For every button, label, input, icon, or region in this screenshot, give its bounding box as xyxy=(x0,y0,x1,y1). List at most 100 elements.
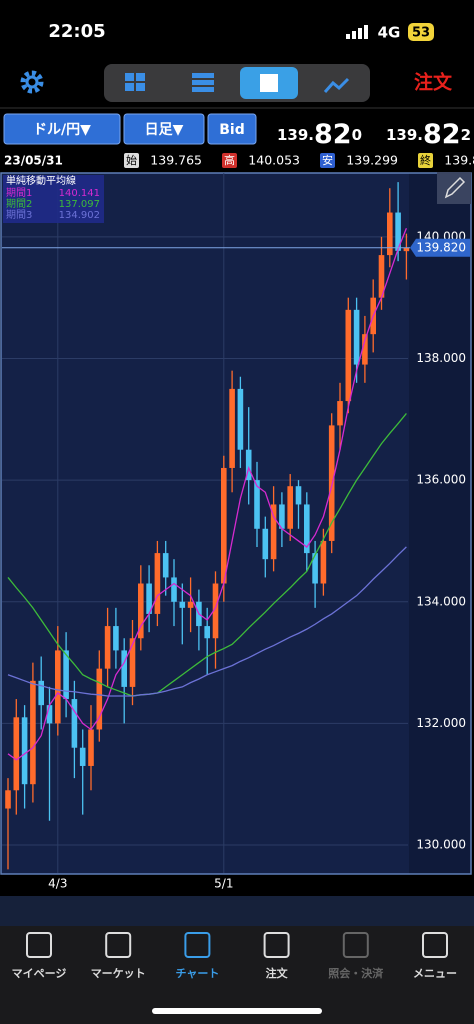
y-tick-label: 130.000 xyxy=(416,838,466,852)
candle-body xyxy=(146,583,152,614)
candle-body xyxy=(362,334,368,365)
candle-body xyxy=(229,388,235,468)
candle-body xyxy=(345,309,352,402)
quote-buy-head: 139.822 xyxy=(386,119,471,150)
y-tick-label: 132.000 xyxy=(416,716,466,730)
quote-post: 2 xyxy=(461,126,471,144)
pen-icon xyxy=(444,176,466,199)
candle-body xyxy=(121,650,127,687)
y-tick-label: 136.000 xyxy=(416,473,466,487)
axis-area xyxy=(409,173,471,874)
candle-body xyxy=(187,601,194,608)
ohlc-tag-bg xyxy=(418,153,433,168)
tab-icon[interactable] xyxy=(105,932,132,958)
chart: 130.000132.000134.000136.000138.000140.0… xyxy=(2,173,470,891)
candle-body xyxy=(171,577,177,602)
candle-body xyxy=(378,255,385,298)
tab-icon[interactable] xyxy=(26,932,52,958)
tab-label[interactable]: メニュー xyxy=(413,967,457,980)
ohlc-tag-bg xyxy=(222,153,237,168)
ohlc-tag-bg xyxy=(320,153,335,168)
candle-body xyxy=(212,583,219,639)
x-tick-label: 4/3 xyxy=(48,877,67,891)
current-price-tag xyxy=(410,238,470,257)
candle-body xyxy=(270,504,277,560)
y-tick-label: 134.000 xyxy=(416,594,466,608)
ohlc-tag: 高 xyxy=(224,153,235,167)
candle-body xyxy=(403,247,410,252)
tab-label[interactable]: チャート xyxy=(175,967,219,980)
legend-title: 単純移動平均線 xyxy=(6,174,76,187)
price-type-label: Bid xyxy=(219,122,245,138)
tab-icon[interactable] xyxy=(422,932,448,958)
tab-bar xyxy=(0,926,474,1024)
quote-pre: 139. xyxy=(277,126,314,144)
candle-body xyxy=(88,729,94,766)
candle-body xyxy=(96,668,103,730)
candle-body xyxy=(237,388,244,450)
pair-button[interactable] xyxy=(3,113,121,145)
candle-body xyxy=(113,626,119,651)
quote-pre: 139. xyxy=(386,126,423,144)
candle-body xyxy=(162,553,169,578)
candle-body xyxy=(71,699,78,748)
order-button[interactable]: 注文 xyxy=(414,71,453,94)
layout-single-icon xyxy=(260,74,278,92)
tab-label[interactable]: マイページ xyxy=(12,967,67,980)
candle-body xyxy=(13,717,20,791)
y-tick-label: 138.000 xyxy=(416,351,466,365)
legend-name: 期間1 xyxy=(6,187,32,199)
quote-big: 82 xyxy=(314,119,352,150)
candle-body xyxy=(312,553,318,584)
candle-body xyxy=(138,583,144,639)
tab-icon[interactable] xyxy=(263,932,290,958)
network: 4G xyxy=(378,24,401,42)
status-time: 22:05 xyxy=(48,21,105,42)
candle-body xyxy=(328,425,335,541)
layout-trend[interactable] xyxy=(323,77,350,93)
ohlc-date: 23/05/31 xyxy=(4,154,63,168)
candle-body xyxy=(154,553,161,614)
candle-body xyxy=(46,705,53,724)
x-tick-label: 5/1 xyxy=(214,877,233,891)
settings-icon[interactable] xyxy=(20,70,44,94)
tab-label[interactable]: 照会・決済 xyxy=(328,966,384,980)
ma-line xyxy=(7,228,408,761)
candle-body xyxy=(30,680,36,785)
tab-label[interactable]: 注文 xyxy=(266,966,289,980)
candle-body xyxy=(387,212,393,256)
ohlc-value: 139.299 xyxy=(346,153,398,168)
candle-body xyxy=(395,212,401,251)
battery-level: 53 xyxy=(412,26,430,41)
period-button[interactable] xyxy=(123,113,205,145)
tab-label[interactable]: マーケット xyxy=(91,967,146,980)
candle-body xyxy=(79,747,86,766)
price-type-button[interactable] xyxy=(207,113,257,145)
candle-body xyxy=(21,717,28,785)
candle-body xyxy=(254,480,260,529)
layout-list[interactable] xyxy=(192,73,214,92)
period-label: 日足▼ xyxy=(145,122,184,138)
candle-body xyxy=(179,601,186,608)
battery xyxy=(408,23,434,41)
layout-grid[interactable] xyxy=(125,73,145,91)
legend-name: 期間3 xyxy=(6,209,32,221)
candle-body xyxy=(304,504,310,554)
ohlc-bar: 始 139.765 高 140.053 安 139.299 終 139.820 xyxy=(124,153,474,168)
tab-icon[interactable] xyxy=(342,932,369,958)
signal-icon xyxy=(346,25,368,39)
chart-frame xyxy=(0,172,472,875)
tabs: マイページ マーケット チャート 注文 照会・決済 メニュー xyxy=(12,932,457,980)
draw-tool[interactable] xyxy=(437,172,471,204)
legend-box xyxy=(3,175,104,223)
candle-body xyxy=(320,540,327,584)
ma-line xyxy=(7,412,407,697)
tab-icon[interactable] xyxy=(184,932,211,958)
candle-body xyxy=(204,626,210,639)
footer-band xyxy=(0,896,474,926)
ohlc-value: 139.820 xyxy=(444,153,474,168)
plot-area xyxy=(1,173,409,874)
ohlc-value: 140.053 xyxy=(248,153,300,168)
